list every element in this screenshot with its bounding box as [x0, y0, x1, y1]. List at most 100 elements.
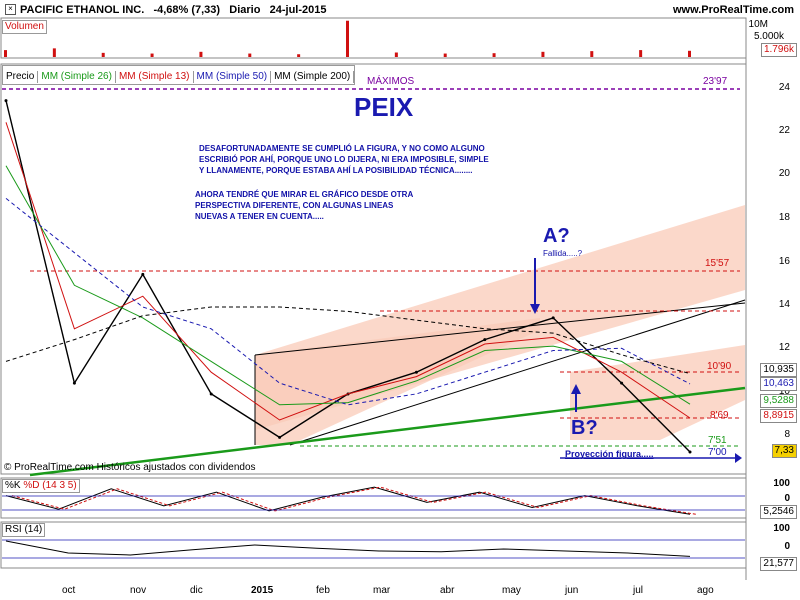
maximos-value: 23'97: [703, 76, 728, 87]
price-point: [278, 435, 282, 439]
month-2015: 2015: [251, 585, 274, 596]
volume-bar: [688, 50, 691, 57]
k-label-sub: %D (14 3 5): [23, 480, 77, 491]
triangle-upper-line: [254, 302, 746, 356]
volume-bar: [4, 50, 7, 57]
volume-axis-5000k: 5.000k: [753, 31, 784, 42]
tag-sma26: 9,5288: [760, 394, 797, 408]
level-label-1090: 10'90: [707, 361, 732, 372]
month-jun: jun: [565, 585, 579, 596]
price-axis-12: 12: [778, 342, 790, 353]
support-trendline: [29, 386, 746, 477]
note-2-line: AHORA TENDRÉ QUE MIRAR EL GRÁFICO DESDE …: [195, 190, 414, 199]
volume-bar: [150, 53, 154, 57]
tab-sma13[interactable]: MM (Simple 13): [116, 71, 194, 83]
tab-sma26[interactable]: MM (Simple 26): [38, 71, 116, 83]
ticker-name: PACIFIC ETHANOL INC.: [20, 4, 145, 16]
price-point: [209, 392, 213, 396]
k-label: %K %D (14 3 5): [2, 479, 80, 493]
volume-label: Volumen: [2, 20, 47, 34]
projection-label: Proyección figura.....: [565, 449, 654, 459]
chart-header: PACIFIC ETHANOL INC. -4,68% (7,33) Diari…: [20, 4, 327, 16]
volume-bar: [52, 48, 56, 57]
level-label-700: 7'00: [708, 447, 727, 458]
stochastic-series: [5, 486, 697, 515]
price-axis-24: 24: [778, 82, 790, 93]
price-axis-10: 10: [778, 386, 790, 397]
point-a-label: A?: [543, 225, 570, 247]
month-may: may: [502, 585, 521, 596]
note-2-line: NUEVAS A TENER EN CUENTA.....: [195, 212, 324, 221]
volume-bar: [199, 51, 203, 57]
price-axis-22: 22: [778, 125, 790, 136]
series-line-mm-simple-26-: [5, 165, 691, 406]
level-label-869: 8'69: [710, 410, 729, 421]
price-axis-8: 8: [784, 429, 790, 440]
point-a-note: Fallida.....?: [543, 249, 583, 258]
month-nov: nov: [130, 585, 147, 596]
price-point: [414, 370, 418, 374]
tag-sma13: 8,8915: [760, 409, 797, 423]
month-mar: mar: [373, 585, 391, 596]
rsi-last-tag: 21,577: [760, 557, 797, 571]
series-line-mm-simple-200-: [5, 306, 691, 375]
month-jul: jul: [633, 585, 644, 596]
tag-last-price: 7,33: [771, 444, 797, 458]
tab-sma200[interactable]: MM (Simple 200): [271, 71, 355, 83]
note-1-line: DESAFORTUNADAMENTE SE CUMPLIÓ LA FIGURA,…: [199, 144, 485, 153]
rsi-line: [5, 540, 691, 557]
month-dic: dic: [190, 585, 203, 596]
price-axis-18: 18: [778, 212, 790, 223]
data-credit: © ProRealTime.com Históricos ajustados c…: [4, 462, 256, 473]
price-point: [620, 381, 624, 385]
month-abr: abr: [440, 585, 455, 596]
price-series: [4, 99, 692, 454]
price-point: [551, 316, 555, 320]
month-oct: oct: [62, 585, 76, 596]
tab-sma50[interactable]: MM (Simple 50): [194, 71, 272, 83]
k-frame: [0, 477, 747, 519]
volume-bars: [4, 20, 691, 57]
rsi-frame: [0, 521, 747, 569]
volume-axis-10m: 10M: [748, 19, 768, 30]
price-point: [688, 450, 692, 454]
price-point: [72, 381, 76, 385]
tag-sma50: 10,463: [760, 377, 797, 391]
level-label-1557: 15'57: [705, 258, 730, 269]
volume-bar: [297, 54, 301, 57]
volume-bar: [346, 20, 349, 57]
note-2-line: PERSPECTIVA DIFERENTE, CON ALGUNAS LINEA…: [195, 201, 394, 210]
k-axis-0: 0: [784, 493, 790, 504]
stochastic-k-line: [5, 486, 691, 515]
rsi-axis-100: 100: [773, 523, 790, 534]
price-axis-14: 14: [778, 299, 790, 310]
rsi-axis-0: 0: [784, 541, 790, 552]
tab-precio[interactable]: Precio: [3, 71, 39, 83]
volume-bar: [541, 51, 545, 57]
chart-title-peix: PEIX: [354, 92, 414, 122]
price-point: [483, 338, 487, 342]
triangle-lower-line: [289, 299, 746, 446]
k-label-main: %K: [5, 480, 21, 491]
site-link[interactable]: www.ProRealTime.com: [672, 4, 794, 16]
maximos-label: MÁXIMOS: [367, 76, 415, 87]
k-last-tag: 5,2546: [760, 505, 797, 519]
point-b-label: B?: [571, 417, 598, 439]
period-label: Diario: [229, 4, 261, 16]
volume-bar: [101, 52, 105, 57]
k-axis-100: 100: [773, 478, 790, 489]
month-feb: feb: [316, 585, 330, 596]
price-axis-20: 20: [778, 168, 790, 179]
note-1: DESAFORTUNADAMENTE SE CUMPLIÓ LA FIGURA,…: [199, 143, 489, 176]
indicator-tabs: Precio MM (Simple 26) MM (Simple 13) MM (Si…: [2, 65, 356, 85]
volume-last-tag: 1.796k: [760, 43, 797, 57]
volume-bar: [394, 52, 398, 57]
price-point: [141, 272, 145, 276]
note-2: AHORA TENDRÉ QUE MIRAR EL GRÁFICO DESDE …: [195, 189, 413, 222]
volume-frame: [0, 17, 747, 59]
close-icon[interactable]: ×: [5, 4, 16, 15]
note-1-line: Y LLANAMENTE, PORQUE ESTABA AHÍ LA POSIB…: [199, 166, 473, 175]
price-point: [4, 99, 8, 103]
stochastic-d-line: [11, 486, 697, 515]
